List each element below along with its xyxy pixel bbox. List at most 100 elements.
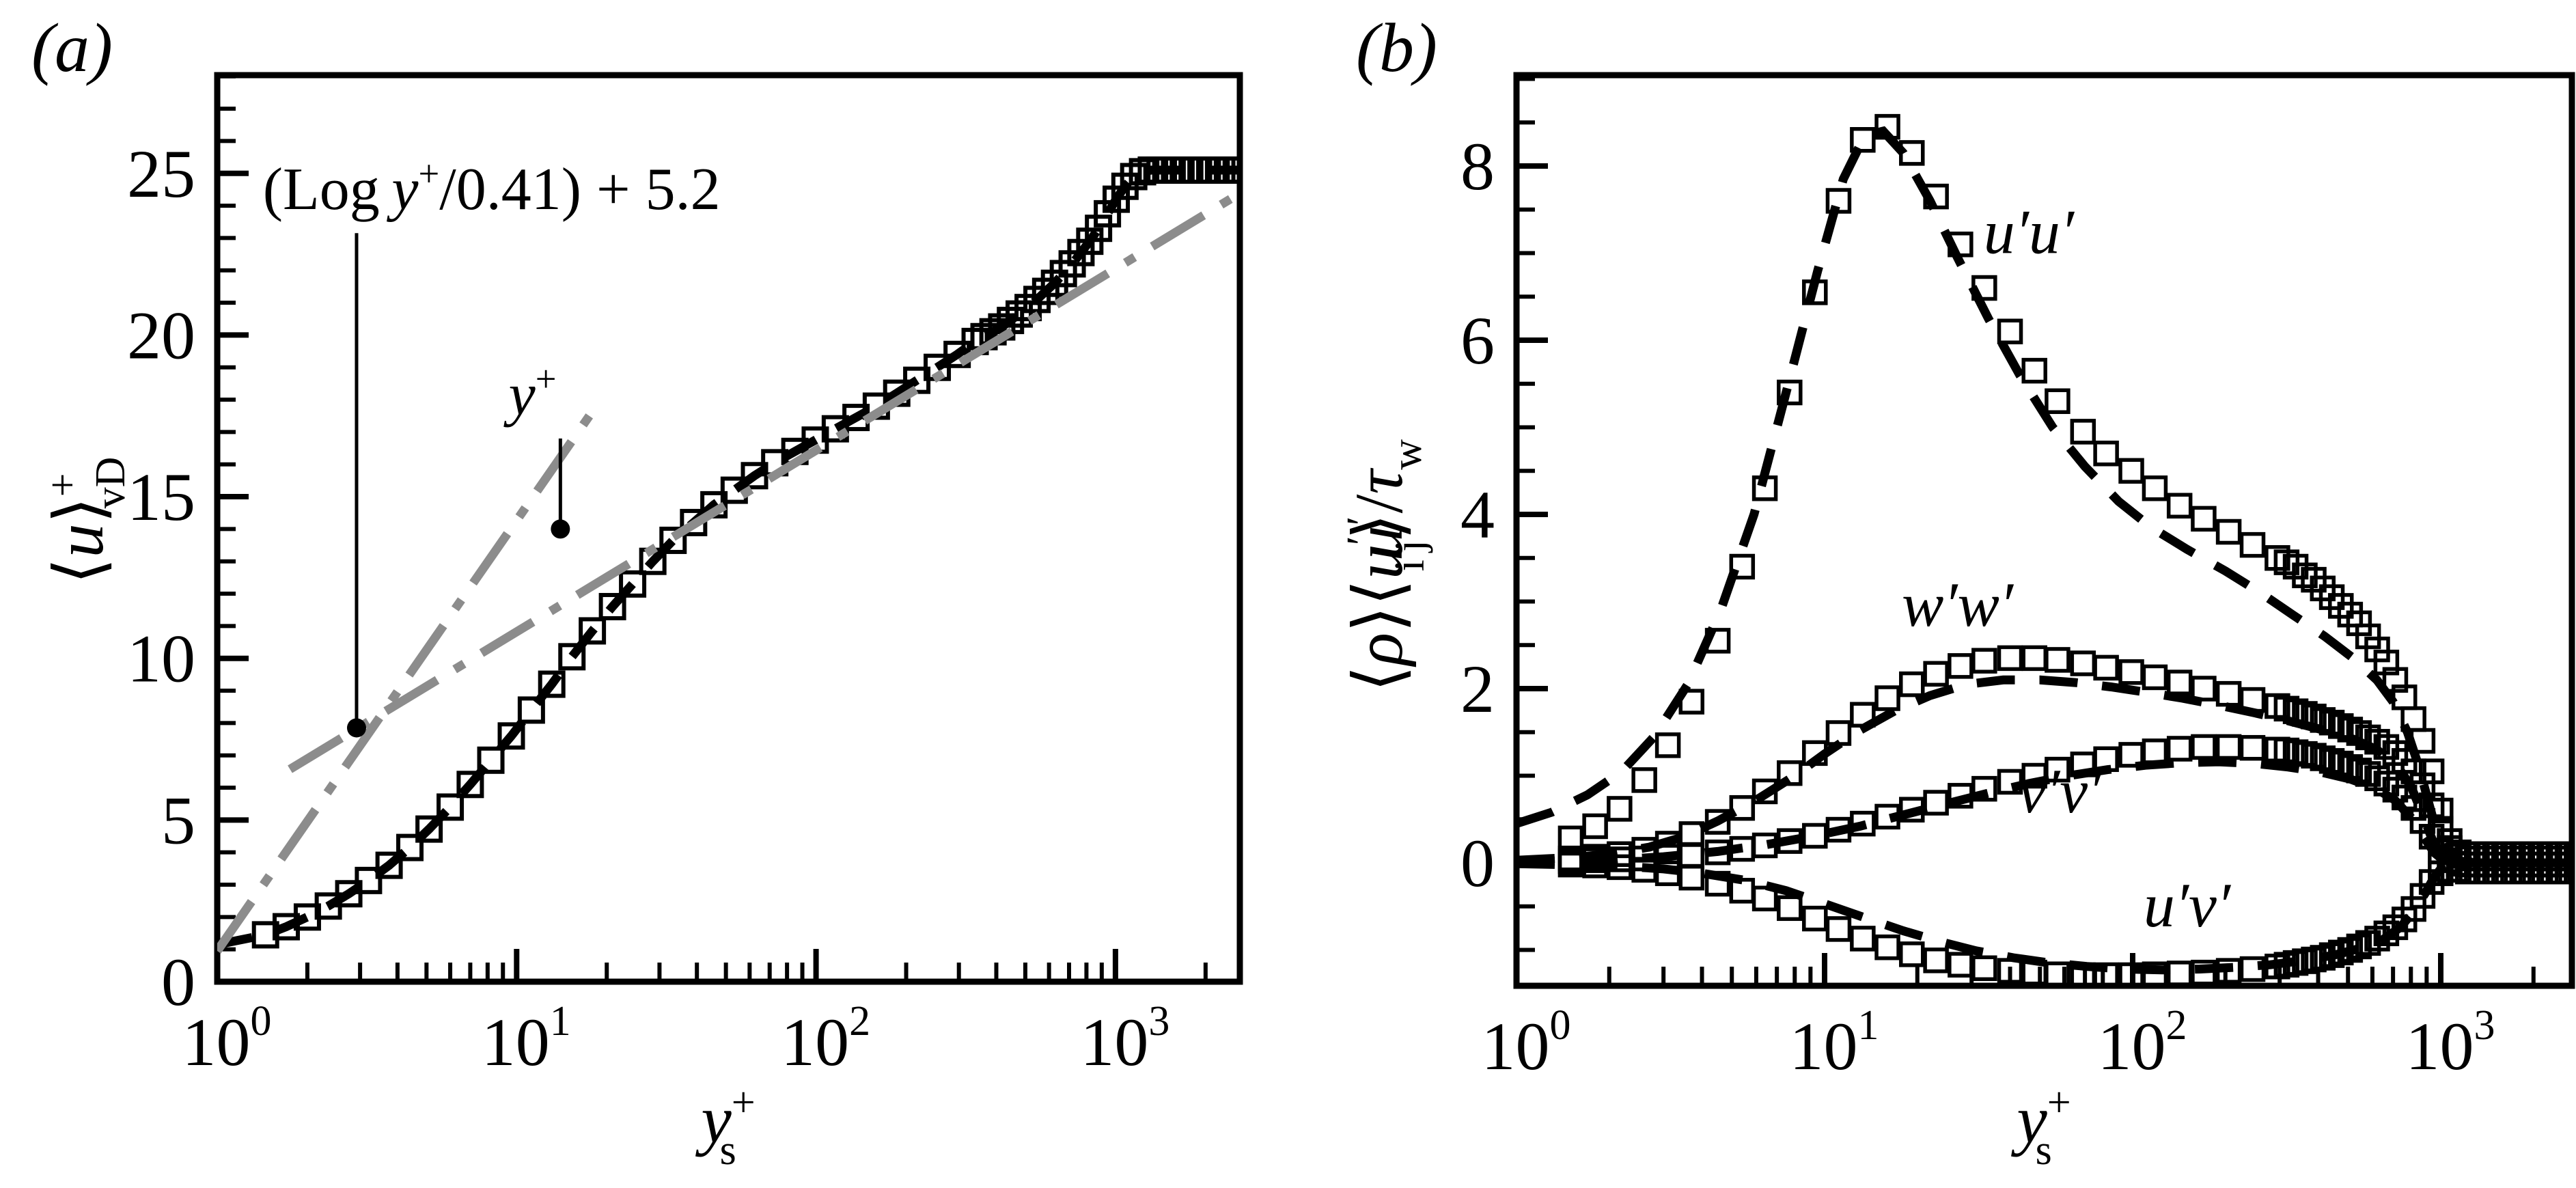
square-marker xyxy=(1825,816,1852,843)
square-marker xyxy=(1997,769,2023,795)
curve-label-ww-stress: w′w′ xyxy=(1902,570,2014,639)
y-tick-label: 0 xyxy=(161,944,195,1020)
square-marker xyxy=(2239,956,2266,982)
curve-label-vv-stress: v′v′ xyxy=(2018,756,2103,826)
square-marker xyxy=(1729,795,1756,821)
panel-b: 100 101 102 103 0 2 4 6 8 (b) ⟨ρ⟩⟨u′iu′j⟩/τw y+ s u′u… xyxy=(1339,10,2575,1174)
square-marker xyxy=(2166,493,2193,519)
log-law-annotation: (Log y+/0.41) + 5.2 xyxy=(263,152,721,738)
square-marker xyxy=(2142,961,2168,986)
square-marker xyxy=(2142,475,2168,501)
square-marker xyxy=(2215,958,2242,984)
square-marker xyxy=(2409,728,2436,754)
square-marker xyxy=(1948,783,1973,809)
y-tick-label: 6 xyxy=(1460,303,1495,378)
square-marker xyxy=(1631,767,1657,793)
square-marker xyxy=(579,617,607,645)
ticks-a: 100 101 102 103 0 5 10 15 20 25 xyxy=(127,74,1208,1080)
x-tick-label: 100 xyxy=(1482,1002,1571,1084)
square-marker xyxy=(1704,870,1731,897)
square-marker xyxy=(2418,824,2445,850)
square-marker xyxy=(2373,920,2400,947)
square-marker xyxy=(2273,695,2300,722)
x-tick-label: 101 xyxy=(482,998,571,1080)
y-tick-label: 25 xyxy=(127,136,195,212)
square-marker xyxy=(1678,689,1705,715)
square-marker xyxy=(2166,961,2193,986)
square-marker xyxy=(2191,959,2217,986)
square-marker xyxy=(2373,734,2400,760)
square-marker xyxy=(1874,934,1900,961)
square-marker xyxy=(1971,775,1997,802)
square-marker xyxy=(1899,797,1925,823)
square-marker xyxy=(1031,277,1060,305)
square-marker xyxy=(1607,796,1633,822)
panel-a: 100 101 102 103 0 5 10 15 20 25(a) ⟨u⟩+vD y+ s (Log y… xyxy=(31,10,1243,1174)
series-log-law-line xyxy=(288,189,1240,773)
square-marker xyxy=(1094,199,1122,227)
square-marker xyxy=(1899,671,1925,697)
square-marker xyxy=(2021,645,2047,672)
square-marker xyxy=(497,722,525,750)
square-marker xyxy=(437,793,465,821)
square-marker xyxy=(2045,388,2071,414)
square-marker xyxy=(1751,475,1778,501)
square-marker xyxy=(396,833,424,861)
square-marker xyxy=(1181,156,1209,184)
square-marker xyxy=(2093,441,2119,467)
square-marker xyxy=(2346,933,2372,960)
series-mean-velocity-profile xyxy=(217,156,1240,949)
square-marker xyxy=(477,746,505,774)
square-marker xyxy=(1997,958,2023,984)
square-marker xyxy=(1971,955,1997,982)
square-marker xyxy=(1997,318,2023,344)
square-marker xyxy=(2273,549,2300,575)
y-tick-label: 2 xyxy=(1460,651,1495,727)
square-marker xyxy=(1802,740,1828,766)
square-marker xyxy=(2045,647,2071,673)
square-marker xyxy=(1948,653,1973,679)
square-marker xyxy=(2400,795,2426,821)
square-marker xyxy=(659,526,687,554)
square-marker xyxy=(2373,771,2400,797)
square-marker xyxy=(1825,188,1852,214)
x-tick-label: 103 xyxy=(2406,1002,2495,1084)
square-marker xyxy=(1899,941,1925,967)
square-marker xyxy=(2118,659,2144,685)
square-marker xyxy=(517,696,545,724)
square-marker xyxy=(2166,736,2193,762)
y-tick-label: 10 xyxy=(127,621,195,697)
x-tick-label: 100 xyxy=(182,998,272,1080)
square-marker xyxy=(2215,734,2242,760)
square-marker xyxy=(1971,275,1997,301)
square-marker xyxy=(2215,519,2242,545)
square-marker xyxy=(2045,961,2071,986)
square-marker xyxy=(2142,738,2168,764)
y-tick-label: 0 xyxy=(1460,825,1495,901)
square-marker xyxy=(1923,661,1949,687)
x-tick-label: 101 xyxy=(1790,1002,1879,1084)
square-marker xyxy=(2318,748,2345,774)
log-law-annotation-text: (Log y+/0.41) + 5.2 xyxy=(263,152,721,222)
square-marker xyxy=(1948,952,1973,978)
square-marker xyxy=(1582,853,1608,879)
series-viscous-sublayer-line xyxy=(217,413,594,954)
square-marker xyxy=(2093,746,2119,773)
axes-frame-b xyxy=(1513,72,2575,989)
square-marker xyxy=(1225,156,1240,184)
square-marker xyxy=(558,643,586,671)
square-marker xyxy=(1085,215,1113,243)
square-marker xyxy=(1802,823,1828,849)
square-marker xyxy=(2191,734,2217,760)
square-marker xyxy=(2400,758,2426,784)
square-marker xyxy=(2215,680,2242,707)
square-marker xyxy=(2409,808,2436,834)
plot-area-a xyxy=(217,156,1240,954)
square-marker xyxy=(1678,842,1705,868)
yplus-annotation-text: y+ xyxy=(503,358,557,428)
y-axis-label-a: ⟨u⟩+vD xyxy=(40,457,134,585)
square-marker xyxy=(1557,851,1584,878)
y-tick-label: 20 xyxy=(127,297,195,373)
